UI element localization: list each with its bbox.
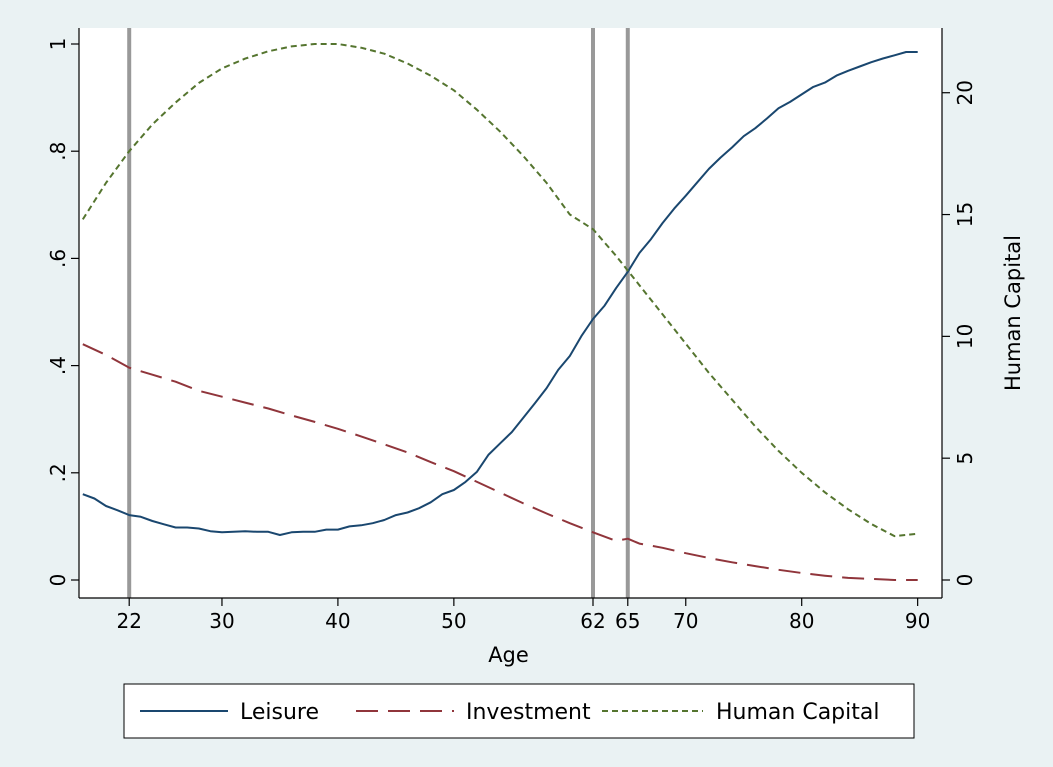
legend-label-human-capital: Human Capital [716,700,879,725]
legend-label-leisure: Leisure [240,700,319,725]
left-y-tick-label: .8 [46,142,70,161]
x-tick-label: 22 [116,609,141,633]
left-y-tick-label: .4 [46,356,70,375]
right-y-tick-label: 5 [953,452,977,465]
right-y-tick-label: 0 [953,574,977,587]
x-tick-label: 90 [905,609,930,633]
series-line-investment [82,343,918,581]
left-y-tick-label: 1 [46,38,70,51]
legend: Leisure Investment Human Capital [123,683,915,739]
legend-label-investment: Investment [466,700,591,725]
x-tick-label: 62 [580,609,605,633]
x-tick-label: 70 [673,609,698,633]
x-tick-label: 80 [789,609,814,633]
right-y-tick-label: 15 [953,202,977,227]
left-y-tick-label: .6 [46,249,70,268]
right-y-tick-label: 10 [953,324,977,349]
series-layer [81,43,918,581]
left-y-tick-label: 0 [46,574,70,587]
axes [78,28,943,599]
x-tick-label: 50 [441,609,466,633]
series-line-human-capital [81,43,918,538]
plot-area [79,28,942,598]
right-y-axis-title: Human Capital [1001,235,1025,391]
x-axis-title: Age [488,643,529,667]
vertical-reference-lines [127,28,630,598]
right-y-tick-label: 20 [953,80,977,105]
series-line-leisure [82,51,918,536]
x-tick-label: 65 [615,609,640,633]
left-y-tick-label: .2 [46,463,70,482]
x-tick-label: 40 [325,609,350,633]
x-tick-label: 30 [209,609,234,633]
legend-box [123,683,915,739]
